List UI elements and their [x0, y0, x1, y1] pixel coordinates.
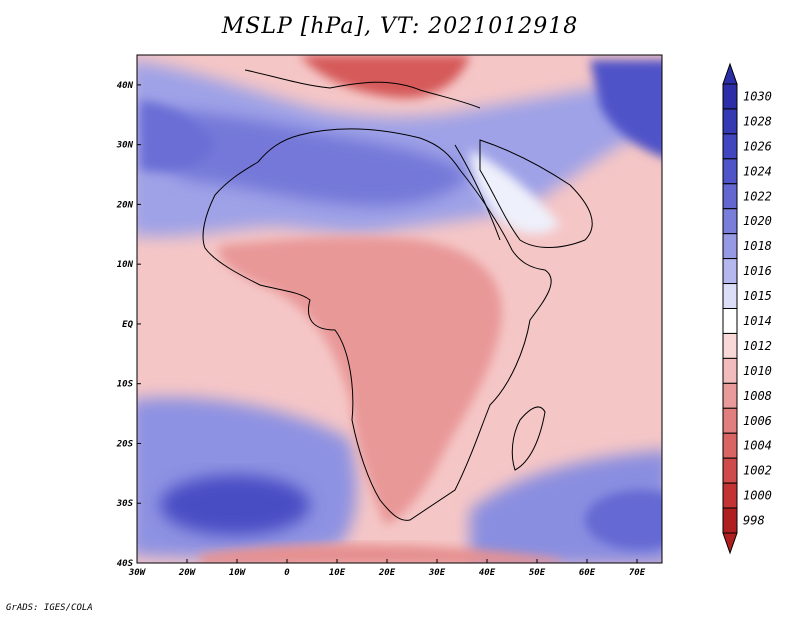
colorbar-swatch — [722, 208, 738, 235]
colorbar-label: 1018 — [743, 239, 772, 253]
colorbar-label: 1006 — [743, 414, 772, 428]
colorbar-label: 1012 — [743, 339, 772, 353]
colorbar-swatch — [722, 457, 738, 484]
colorbar-label: 1008 — [743, 389, 772, 403]
lat-axis: 40N 30N 20N 10N EQ 10S 20S 30S 40S — [116, 81, 141, 569]
azores-high — [140, 100, 215, 172]
colorbar-label: 1028 — [743, 114, 772, 128]
lat-tick-label: 40N — [117, 81, 134, 91]
south-indian-high-core — [585, 490, 662, 550]
colorbar-swatch — [722, 482, 738, 509]
colorbar-swatch — [722, 108, 738, 135]
colorbar: 1030 1028 1026 1024 1022 1020 1018 1016 1015 1014… — [722, 62, 772, 555]
colorbar-label: 1026 — [743, 139, 772, 153]
lat-tick-label: EQ — [122, 320, 133, 330]
lon-tick-label: 30E — [428, 568, 446, 578]
africa-trough — [219, 236, 502, 525]
europe-coastline — [244, 69, 481, 109]
colorbar-swatch — [722, 133, 738, 160]
colorbar-swatch — [722, 258, 738, 285]
colorbar-label: 998 — [743, 514, 765, 528]
colorbar-label: 1015 — [743, 289, 772, 303]
arabia-ridge — [470, 150, 560, 234]
colorbar-swatch — [722, 83, 738, 110]
colorbar-bottom-arrow — [722, 532, 738, 555]
colorbar-swatch — [722, 407, 738, 434]
colorbar-swatch — [722, 283, 738, 309]
lon-tick-label: 40E — [479, 568, 496, 578]
colorbar-label: 1022 — [743, 189, 772, 203]
colorbar-swatch — [722, 308, 738, 334]
colorbar-label: 1000 — [743, 489, 772, 503]
colorbar-top-arrow — [722, 62, 738, 85]
colorbar-swatch — [722, 332, 738, 359]
red-sea — [454, 144, 501, 241]
arabia-coastline — [479, 139, 593, 248]
lon-axis: 30W 20W 10W 0 10E 20E 30E 40E 50E 60E 70E — [128, 559, 646, 578]
colorbar-label: 1024 — [743, 164, 772, 178]
sahara-high — [149, 110, 470, 207]
lat-tick-label: 20S — [116, 439, 134, 449]
south-atlantic-high-core — [160, 475, 310, 535]
lon-tick-label: 50E — [529, 568, 546, 578]
colorbar-label: 1002 — [743, 464, 772, 478]
colorbar-swatch — [722, 382, 738, 409]
asia-high — [590, 60, 662, 158]
colorbar-swatch — [722, 183, 738, 210]
southern-ocean-low — [200, 544, 560, 563]
lon-tick-label: 20E — [378, 568, 396, 578]
lon-tick-label: 10E — [329, 568, 346, 578]
map-title: MSLP [hPa], VT: 2021012918 — [221, 14, 579, 39]
lon-tick-label: 60E — [579, 568, 596, 578]
lat-tick-label: 10N — [117, 260, 134, 270]
colorbar-label: 1030 — [743, 89, 772, 103]
colorbar-label: 1020 — [743, 214, 772, 228]
lon-tick-label: 20W — [178, 568, 197, 578]
colorbar-swatch — [722, 507, 738, 534]
mediterranean-low — [300, 55, 470, 99]
lat-tick-label: 30N — [116, 141, 134, 151]
colorbar-label: 1010 — [743, 364, 772, 378]
lon-tick-label: 10W — [229, 568, 247, 578]
lat-tick-label: 40S — [117, 559, 134, 569]
colorbar-swatch — [722, 357, 738, 384]
lon-tick-label: 0 — [284, 568, 290, 578]
colorbar-label: 1014 — [743, 314, 772, 328]
coastlines — [202, 69, 593, 521]
colorbar-label: 1016 — [743, 264, 772, 278]
colorbar-swatch — [722, 432, 738, 459]
lat-tick-label: 30S — [116, 499, 134, 509]
footer-credit: GrADS: IGES/COLA — [6, 603, 93, 613]
lat-tick-label: 20N — [116, 200, 134, 210]
madagascar-coastline — [511, 406, 546, 471]
map-frame — [136, 54, 663, 564]
colorbar-swatch — [722, 158, 738, 185]
lat-tick-label: 10S — [117, 380, 134, 390]
lon-tick-label: 30W — [128, 568, 147, 578]
lon-tick-label: 70E — [629, 568, 646, 578]
colorbar-swatch — [722, 233, 738, 260]
africa-coastline — [202, 128, 552, 521]
pressure-field — [137, 55, 662, 563]
colorbar-label: 1004 — [743, 439, 772, 453]
